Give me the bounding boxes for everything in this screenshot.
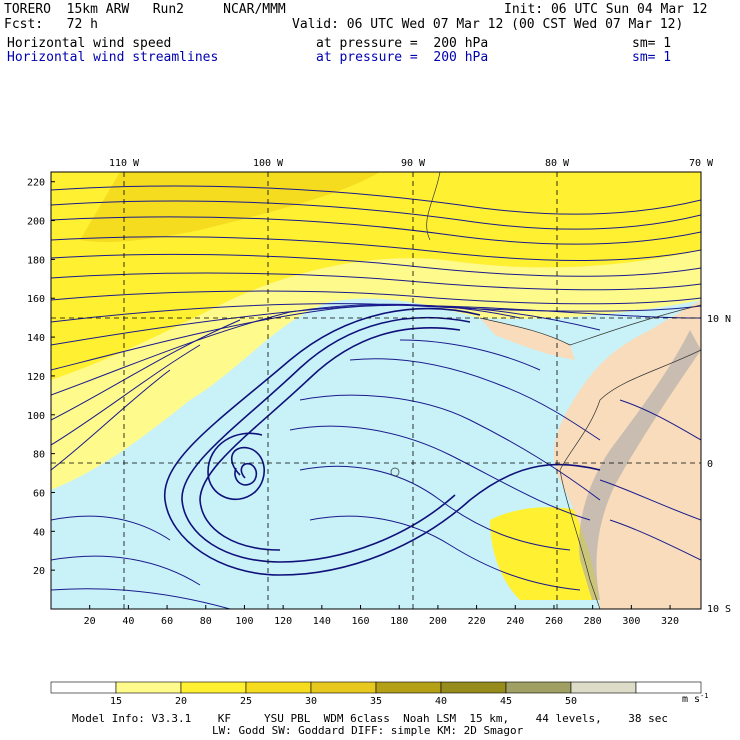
map-frame [50,171,702,610]
colorbar-unit: m s-1 [682,692,709,705]
colorbar-swatch [50,681,117,694]
y-tick-label: 100 [27,411,45,422]
field1-smoothing: sm= 1 [632,36,672,51]
x-tick-label: 100 [235,616,253,627]
colorbar-swatch [505,681,572,694]
colorbar-swatch [115,681,182,694]
colorbar-tick-label: 40 [435,696,447,707]
footer-model-info: Model Info: V3.3.1 KF YSU PBL WDM 6class… [72,712,669,725]
field1-name: Horizontal wind speed [7,36,172,51]
lon-label-100w: 100 W [253,158,284,169]
y-tick-label: 220 [27,178,45,189]
y-tick-label: 140 [27,333,45,344]
y-tick-label: 20 [33,566,45,577]
right-lat-labels: 10 N 0 10 S [707,314,731,615]
x-tick-label: 200 [429,616,447,627]
lat-label-10n: 10 N [707,314,731,325]
x-tick-label: 80 [200,616,212,627]
x-tick-label: 180 [390,616,408,627]
andes-ridge [579,330,701,600]
lat-label-0: 0 [707,459,713,470]
run-title: TORERO 15km ARW Run2 NCAR/MMM [4,2,286,17]
x-tick-label: 300 [622,616,640,627]
lon-label-90w: 90 W [401,158,426,169]
x-tick-label: 260 [545,616,563,627]
x-tick-label: 40 [122,616,134,627]
lat-lon-grid [51,172,701,609]
field2-level: at pressure = 200 hPa [316,50,489,65]
colorbar-swatch [180,681,247,694]
y-tick-label: 80 [33,450,45,461]
field2-name: Horizontal wind streamlines [7,50,219,65]
lon-label-70w: 70 W [689,158,714,169]
streamlines [51,185,701,471]
colorbar-swatch [245,681,312,694]
footer-physics-info: LW: Godd SW: Goddard DIFF: simple KM: 2D… [212,724,524,737]
colorbar-swatch [375,681,442,694]
coastlines [390,172,701,609]
bottom-x-ticks: 20 40 60 80 100 120 140 160 180 200 220 240 260 280 30… [84,605,679,627]
field1-level: at pressure = 200 hPa [316,36,489,51]
y-tick-label: 60 [33,488,45,499]
colorbar-swatch [440,681,507,694]
y-tick-label: 40 [33,527,45,538]
colorbar-tick-label: 20 [175,696,187,707]
lat-label-10s: 10 S [707,604,731,615]
colorbar: 15 20 25 30 35 40 45 50 [50,681,702,707]
land-central-america [480,318,575,360]
gyre-streamlines [164,307,601,576]
x-tick-label: 60 [161,616,173,627]
valid-time: Valid: 06 UTC Wed 07 Mar 12 (00 CST Wed … [292,17,684,32]
x-tick-label: 280 [584,616,602,627]
field2-smoothing: sm= 1 [632,50,672,65]
colorbar-swatch [570,681,637,694]
top-lon-labels: 110 W 100 W 90 W 80 W 70 W [109,158,714,169]
colorbar-tick-label: 25 [240,696,252,707]
x-tick-label: 120 [274,616,292,627]
colorbar-tick-label: 30 [305,696,317,707]
y-tick-label: 120 [27,372,45,383]
y-tick-label: 160 [27,294,45,305]
init-time: Init: 06 UTC Sun 04 Mar 12 [504,2,708,17]
x-tick-label: 20 [84,616,96,627]
colorbar-tick-label: 15 [110,696,122,707]
x-tick-label: 160 [351,616,369,627]
colorbar-tick-label: 35 [370,696,382,707]
interior-streamlines [51,339,701,609]
y-tick-label: 180 [27,255,45,266]
y-tick-label: 200 [27,217,45,228]
forecast-hour: Fcst: 72 h [4,17,98,32]
x-tick-label: 320 [661,616,679,627]
x-tick-label: 240 [506,616,524,627]
colorbar-swatch [635,681,702,694]
colorbar-tick-label: 45 [500,696,512,707]
lon-label-80w: 80 W [545,158,570,169]
left-y-ticks: 220 200 180 160 140 120 100 80 60 40 20 [27,178,55,577]
colorbar-swatch [310,681,377,694]
lon-label-110w: 110 W [109,158,140,169]
colorbar-tick-label: 50 [565,696,577,707]
x-tick-label: 140 [313,616,331,627]
x-tick-label: 220 [468,616,486,627]
